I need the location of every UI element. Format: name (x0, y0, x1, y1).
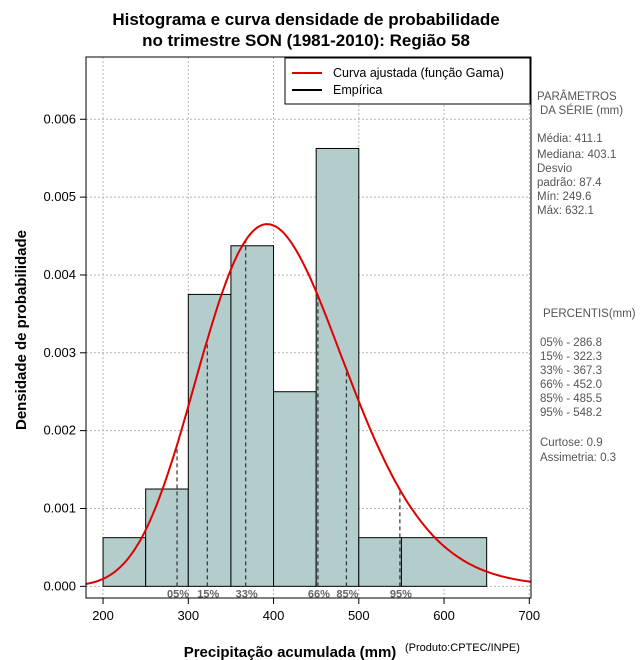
x-tick-label-700: 700 (518, 608, 540, 623)
y-tick-label-6: 0.006 (43, 111, 76, 126)
y-tick-label-0: 0.000 (43, 578, 76, 593)
histogram-bar-1 (145, 488, 189, 587)
chart-title-line1: Histograma e curva densidade de probabil… (112, 10, 499, 29)
x-tick-label-600: 600 (433, 608, 455, 623)
histogram-bar-6 (358, 537, 402, 587)
y-tick-label-5: 0.005 (43, 189, 76, 204)
histogram-bar-4 (273, 391, 317, 587)
param-desvio-label: Desvio (537, 163, 572, 175)
x-axis-title: Precipitação acumulada (mm) (184, 644, 397, 660)
params-title-line2: DA SÉRIE (mm) (540, 104, 623, 117)
y-tick-label-2: 0.002 (43, 423, 76, 438)
x-axis: 200 300 400 500 600 700 (92, 598, 540, 623)
percentil-85: 85% - 485.5 (540, 393, 602, 405)
percentile-label-05%: 05% (167, 588, 189, 600)
percentile-label-85%: 85% (336, 588, 358, 600)
plot-frame (85, 56, 532, 599)
product-credit: (Produto:CPTEC/INPE) (405, 642, 520, 654)
curtose: Curtose: 0.9 (540, 437, 603, 449)
histogram-bar-5 (315, 147, 360, 587)
histogram-bar-2 (187, 293, 232, 587)
percentil-33: 33% - 367.3 (540, 365, 602, 377)
param-mediana: Mediana: 403.1 (537, 149, 616, 161)
percentis-title: PERCENTIS(mm) (543, 308, 636, 320)
param-min: Mín: 249.6 (537, 191, 591, 203)
param-media: Média: 411.1 (537, 133, 603, 145)
percentil-95: 95% - 548.2 (540, 407, 602, 419)
percentile-label-95%: 95% (390, 588, 412, 600)
params-title-line1: PARÂMETROS (537, 90, 617, 103)
legend-empirical-label: Empírica (333, 83, 382, 97)
y-axis-title: Densidade de probabilidade (13, 230, 30, 430)
chart-title-line2: no trimestre SON (1981-2010): Região 58 (142, 31, 470, 50)
assimetria: Assimetria: 0.3 (540, 452, 616, 464)
y-tick-label-4: 0.004 (43, 267, 76, 282)
percentil-15: 15% - 322.3 (540, 351, 602, 363)
percentil-05: 05% - 286.8 (540, 337, 602, 349)
y-tick-label-1: 0.001 (43, 500, 76, 515)
legend: Curva ajustada (função Gama) Empírica (284, 57, 531, 105)
percentil-66: 66% - 452.0 (540, 379, 602, 391)
y-axis: 0.000 0.001 0.002 0.003 0.004 0.005 0.006 (43, 111, 86, 593)
histogram-bars (102, 147, 488, 587)
x-tick-label-300: 300 (177, 608, 199, 623)
series-parameters-panel: PARÂMETROS DA SÉRIE (mm) Média: 411.1 Me… (537, 90, 623, 217)
percentile-label-66%: 66% (308, 588, 330, 600)
percentile-label-33%: 33% (236, 588, 258, 600)
gamma-curve-group (85, 223, 532, 585)
percentile-label-15%: 15% (197, 588, 219, 600)
param-desvio-value: padrão: 87.4 (537, 177, 602, 189)
histogram-bar-7 (400, 537, 488, 587)
percentiles-panel: PERCENTIS(mm) 05% - 286.8 15% - 322.3 33… (540, 308, 636, 464)
x-tick-label-400: 400 (263, 608, 285, 623)
histogram-bar-3 (230, 245, 275, 587)
param-max: Máx: 632.1 (537, 205, 594, 217)
gamma-density-curve (85, 223, 532, 585)
legend-box (284, 57, 531, 105)
percentile-markers: 05% 15% 33% 66% 85% 95% (167, 240, 412, 600)
legend-curve-label: Curva ajustada (função Gama) (333, 66, 504, 80)
x-tick-label-200: 200 (92, 608, 114, 623)
x-tick-label-500: 500 (348, 608, 370, 623)
y-tick-label-3: 0.003 (43, 345, 76, 360)
